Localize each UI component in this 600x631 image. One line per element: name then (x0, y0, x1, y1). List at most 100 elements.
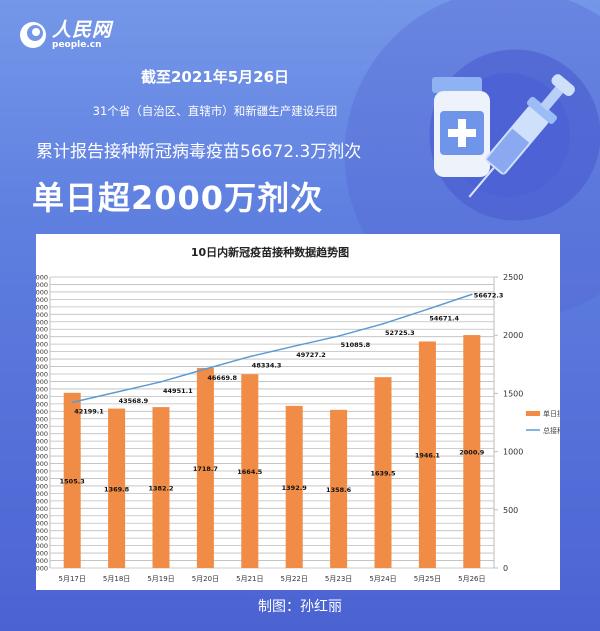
right-axis-tick-label: 2000 (503, 331, 523, 340)
left-axis-tick-label: 26000 (36, 520, 48, 528)
right-axis-tick-label: 0 (503, 564, 508, 573)
left-axis-tick-label: 25000 (36, 527, 48, 535)
scope-line: 31个省（自治区、直辖市）和新疆生产建设兵团 (92, 104, 338, 118)
bar-daily-1 (63, 392, 81, 568)
logo-name-cn: 人民网 (52, 19, 113, 41)
line-point-10 (471, 293, 473, 296)
left-axis-tick-label: 23000 (36, 542, 48, 550)
x-axis-tick-label: 5月19日 (147, 575, 174, 583)
left-axis-tick-label: 47000 (36, 363, 48, 371)
line-data-label: 48334.3 (252, 362, 282, 370)
bar-data-label: 1382.2 (148, 485, 173, 493)
legend-bar-swatch (526, 411, 540, 416)
legend-bar-label: 单日接种量 (543, 409, 560, 418)
line-data-label: 43568.9 (119, 397, 149, 405)
total-line-series (72, 293, 473, 404)
left-axis-tick-label: 48000 (36, 356, 48, 364)
bar-daily-7 (330, 409, 348, 568)
logo-swirl-icon (20, 22, 46, 48)
bar-data-label: 1946.1 (415, 452, 441, 460)
left-axis-tick-label: 41000 (36, 408, 48, 416)
bar-data-label: 1358.6 (326, 486, 352, 494)
bar-data-label: 1639.5 (370, 470, 396, 478)
left-axis-tick-label: 37000 (36, 438, 48, 446)
x-axis-tick-label: 5月23日 (325, 575, 352, 583)
bar-data-label: 1718.7 (193, 465, 218, 473)
x-axis-tick-label: 5月22日 (281, 575, 308, 583)
line-data-label: 52725.3 (385, 329, 415, 337)
x-axis-tick-label: 5月25日 (414, 575, 441, 583)
left-axis-tick-label: 51000 (36, 333, 48, 341)
left-axis-tick-label: 24000 (36, 535, 48, 543)
right-axis-tick-label: 1000 (503, 448, 523, 457)
bar-daily-3 (152, 407, 170, 568)
left-axis-tick-label: 36000 (36, 445, 48, 453)
bar-daily-2 (108, 408, 126, 568)
headline: 单日超2000万剂次 (32, 179, 324, 217)
line-data-label: 42199.1 (74, 407, 104, 415)
bar-data-label: 1369.8 (104, 485, 130, 493)
bar-daily-5 (241, 374, 259, 568)
x-axis-tick-label: 5月17日 (59, 575, 86, 583)
left-axis-tick-label: 33000 (36, 468, 48, 476)
left-axis-tick-label: 27000 (36, 512, 48, 520)
bar-daily-8 (374, 377, 392, 568)
line-point-3 (160, 381, 162, 383)
bar-daily-6 (285, 405, 303, 568)
x-axis-tick-label: 5月26日 (458, 575, 485, 583)
left-axis-tick-label: 31000 (36, 482, 48, 490)
left-axis-tick-label: 28000 (36, 505, 48, 513)
left-axis-tick-label: 38000 (36, 430, 48, 438)
chart-card: 10日内新冠疫苗接种数据趋势图 200002100022000230002400… (36, 234, 560, 590)
left-axis-tick-label: 53000 (36, 318, 48, 326)
bar-daily-4 (196, 367, 214, 568)
line-data-label: 46669.8 (207, 374, 237, 382)
bar-data-label: 1392.9 (282, 484, 308, 492)
left-axis-tick-label: 40000 (36, 415, 48, 423)
left-axis-tick-label: 56000 (36, 296, 48, 304)
left-axis-tick-label: 21000 (36, 557, 48, 565)
left-axis-tick-label: 32000 (36, 475, 48, 483)
left-axis-tick-label: 34000 (36, 460, 48, 468)
line-point-5 (249, 355, 251, 358)
left-axis-tick-label: 42000 (36, 400, 48, 408)
total-line: 累计报告接种新冠病毒疫苗56672.3万剂次 (36, 142, 362, 162)
left-axis-tick-label: 58000 (36, 281, 48, 289)
vaccination-trend-chart: 10日内新冠疫苗接种数据趋势图 200002100022000230002400… (36, 245, 560, 583)
left-axis-tick-label: 29000 (36, 497, 48, 505)
line-data-label: 54671.4 (429, 314, 459, 322)
left-axis-tick-label: 22000 (36, 550, 48, 558)
bar-data-label: 2000.9 (459, 449, 485, 457)
left-axis-tick-label: 43000 (36, 393, 48, 401)
left-axis-tick-label: 20000 (36, 565, 48, 573)
line-point-2 (115, 391, 118, 393)
credit-line: 制图：孙红丽 (258, 599, 342, 615)
left-axis-tick-label: 49000 (36, 348, 48, 356)
left-axis-tick-label: 59000 (36, 274, 48, 282)
line-point-7 (337, 335, 340, 337)
x-axis-tick-label: 5月20日 (192, 575, 219, 583)
right-axis-tick-label: 1500 (503, 389, 523, 398)
line-point-1 (71, 401, 73, 404)
left-axis-tick-label: 30000 (36, 490, 48, 498)
left-axis-tick-label: 54000 (36, 311, 48, 319)
line-point-6 (293, 345, 296, 347)
x-axis-tick-label: 5月18日 (103, 575, 130, 583)
line-data-label: 44951.1 (163, 387, 193, 395)
chart-title: 10日内新冠疫苗接种数据趋势图 (191, 245, 349, 259)
left-axis-tick-label: 46000 (36, 371, 48, 379)
left-axis-tick-label: 52000 (36, 326, 48, 334)
bar-daily-9 (418, 341, 436, 568)
bar-data-label: 1505.3 (60, 477, 85, 485)
line-point-8 (382, 323, 384, 325)
right-axis-tick-label: 2500 (503, 273, 523, 282)
x-axis-tick-label: 5月24日 (369, 575, 396, 583)
x-axis-tick-label: 5月21日 (236, 575, 263, 583)
people-cn-logo: 人民网 people.cn (18, 20, 112, 50)
right-axis-tick-label: 500 (503, 506, 518, 515)
line-data-label: 51085.8 (341, 341, 371, 349)
bar-daily-10 (463, 335, 481, 568)
line-point-9 (426, 308, 429, 311)
left-axis-tick-label: 50000 (36, 341, 48, 349)
left-axis-tick-label: 44000 (36, 385, 48, 393)
